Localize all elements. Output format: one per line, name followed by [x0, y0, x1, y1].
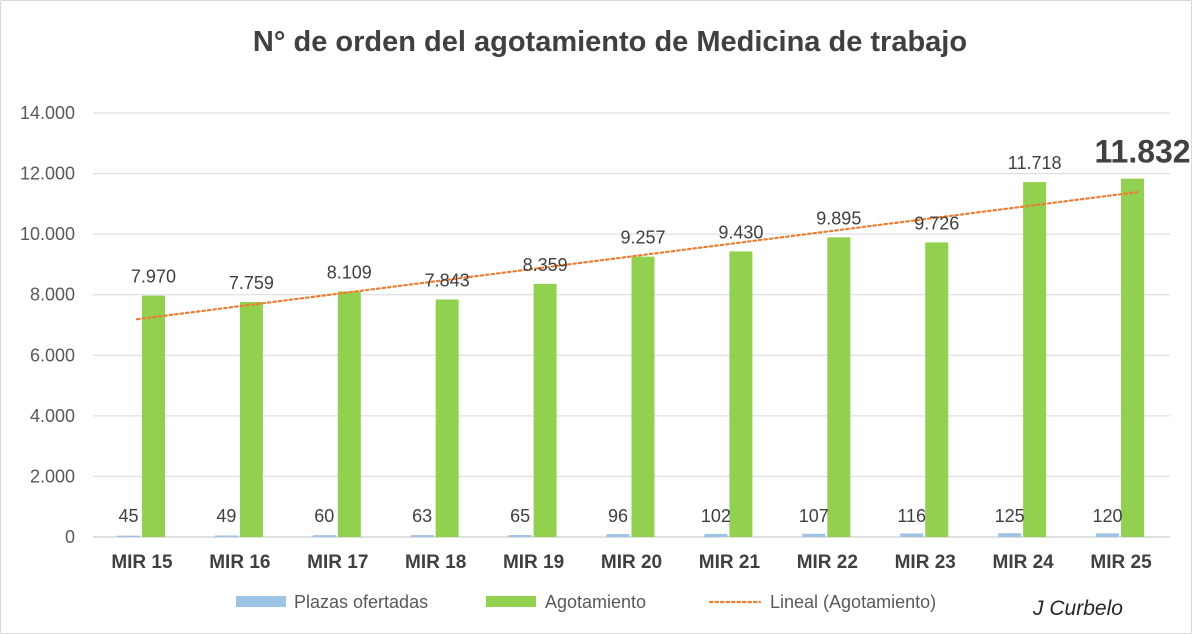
- data-label-plazas: 102: [701, 506, 731, 526]
- x-tick-label: MIR 25: [1090, 552, 1152, 573]
- signature: J Curbelo: [1032, 597, 1123, 620]
- x-tick-label: MIR 18: [405, 552, 466, 573]
- bar-agotamiento: [435, 299, 459, 537]
- bar-plazas-ofertadas: [704, 533, 728, 537]
- data-label-agotamiento: 9.895: [816, 208, 861, 228]
- bar-agotamiento: [141, 295, 165, 537]
- bar-plazas-ofertadas: [802, 533, 826, 537]
- data-label-agotamiento: 9.726: [914, 213, 959, 233]
- data-label-agotamiento: 8.359: [523, 255, 568, 275]
- y-tick-label: 10.000: [20, 224, 75, 244]
- y-tick-label: 4.000: [30, 406, 75, 426]
- legend-label-agotamiento: Agotamiento: [545, 592, 646, 612]
- x-tick-label: MIR 19: [503, 552, 564, 573]
- data-label-plazas: 120: [1093, 506, 1123, 526]
- data-label-agotamiento: 9.430: [718, 222, 763, 242]
- bar-plazas-ofertadas: [214, 535, 238, 537]
- data-label-agotamiento: 7.843: [425, 270, 470, 290]
- chart-title: N° de orden del agotamiento de Medicina …: [253, 26, 967, 58]
- bar-plazas-ofertadas: [508, 535, 532, 537]
- x-tick-label: MIR 24: [993, 552, 1055, 573]
- data-label-plazas: 107: [799, 506, 829, 526]
- x-tick-label: MIR 21: [699, 552, 761, 573]
- data-label-plazas: 125: [995, 506, 1025, 526]
- data-label-agotamiento: 7.759: [229, 273, 274, 293]
- x-tick-label: MIR 22: [797, 552, 858, 573]
- legend: Plazas ofertadas Agotamiento Lineal (Agota…: [236, 592, 936, 612]
- bar-agotamiento: [1121, 178, 1145, 537]
- data-label-plazas: 65: [510, 506, 530, 526]
- data-label-plazas: 116: [897, 506, 926, 526]
- bar-plazas-ofertadas: [116, 535, 140, 537]
- bar-agotamiento: [533, 283, 557, 537]
- bar-plazas-ofertadas: [900, 533, 924, 537]
- bar-agotamiento: [631, 256, 655, 537]
- data-label-agotamiento: 8.109: [327, 262, 372, 282]
- bar-plazas-ofertadas: [606, 534, 630, 537]
- data-label-plazas: 49: [216, 506, 236, 526]
- y-tick-label: 0: [65, 527, 75, 547]
- x-tick-label: MIR 17: [307, 552, 368, 573]
- data-labels: 45 7.970 49 7.759 60 8.109 63 7.843 65 8.359 96 9.2…: [118, 134, 1190, 526]
- bar-agotamiento: [925, 242, 949, 537]
- trendline-agotamiento: [135, 191, 1139, 321]
- data-label-plazas: 96: [608, 506, 628, 526]
- y-tick-label: 14.000: [20, 103, 75, 123]
- data-label-plazas: 60: [314, 506, 334, 526]
- x-axis: MIR 15 MIR 16 MIR 17 MIR 18 MIR 19 MIR 20 MIR …: [111, 552, 1152, 573]
- y-tick-label: 2.000: [30, 466, 75, 486]
- bar-plazas-ofertadas: [998, 533, 1022, 537]
- data-label-agotamiento-highlight: 11.832: [1094, 134, 1190, 170]
- bar-plazas-ofertadas: [312, 535, 336, 537]
- bar-agotamiento: [827, 237, 851, 537]
- legend-label-trendline: Lineal (Agotamiento): [770, 592, 936, 612]
- y-axis: 0 2.000 4.000 6.000 8.000 10.000 12.000 14.000: [20, 103, 75, 547]
- y-tick-label: 12.000: [20, 164, 75, 184]
- bars: [116, 178, 1145, 538]
- x-tick-label: MIR 20: [601, 552, 662, 573]
- bar-agotamiento: [239, 302, 263, 537]
- y-tick-label: 6.000: [30, 345, 75, 365]
- legend-swatch-plazas: [236, 596, 286, 607]
- bar-plazas-ofertadas: [410, 535, 434, 537]
- x-tick-label: MIR 16: [209, 552, 270, 573]
- legend-swatch-agotamiento: [486, 596, 536, 607]
- data-label-plazas: 45: [118, 506, 138, 526]
- bar-agotamiento: [337, 291, 361, 537]
- data-label-agotamiento: 11.718: [1008, 153, 1062, 173]
- data-label-agotamiento: 9.257: [620, 228, 665, 248]
- data-label-agotamiento: 7.970: [131, 267, 176, 287]
- trendline: [135, 191, 1139, 321]
- bar-agotamiento: [729, 251, 753, 538]
- legend-label-plazas: Plazas ofertadas: [294, 592, 428, 612]
- bar-agotamiento: [1023, 182, 1047, 537]
- data-label-plazas: 63: [412, 506, 432, 526]
- bar-plazas-ofertadas: [1096, 533, 1120, 537]
- x-tick-label: MIR 15: [111, 552, 173, 573]
- y-tick-label: 8.000: [30, 285, 75, 305]
- x-tick-label: MIR 23: [895, 552, 956, 573]
